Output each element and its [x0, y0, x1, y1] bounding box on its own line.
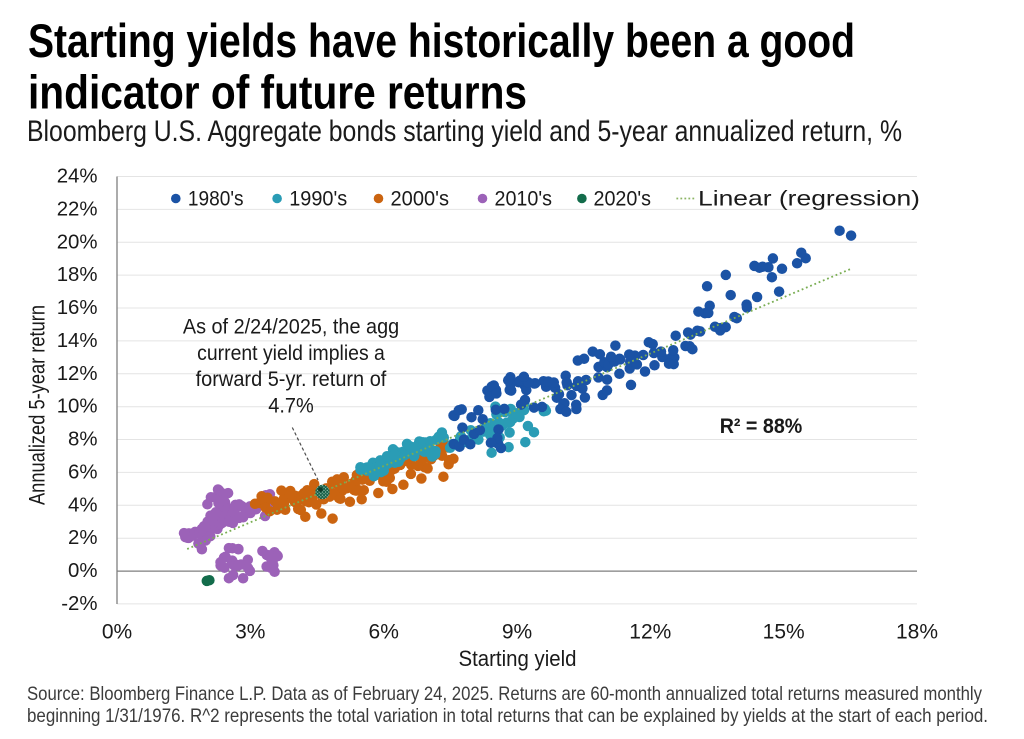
svg-text:9%: 9%: [502, 621, 532, 644]
svg-text:4%: 4%: [68, 494, 97, 516]
svg-text:20%: 20%: [57, 231, 98, 253]
svg-text:As of 2/24/2025, the agg: As of 2/24/2025, the agg: [183, 314, 399, 338]
svg-text:forward 5-yr. return of: forward 5-yr. return of: [196, 367, 387, 391]
svg-text:Bloomberg U.S. Aggregate bonds: Bloomberg U.S. Aggregate bonds starting …: [27, 115, 902, 148]
svg-text:Starting yield: Starting yield: [459, 646, 577, 671]
svg-text:14%: 14%: [57, 330, 98, 352]
svg-text:10%: 10%: [57, 396, 98, 418]
svg-text:indicator of future returns: indicator of future returns: [28, 66, 527, 119]
svg-text:1980's: 1980's: [188, 186, 244, 210]
svg-text:18%: 18%: [896, 621, 938, 644]
svg-text:16%: 16%: [57, 297, 98, 319]
svg-text:22%: 22%: [57, 198, 98, 220]
svg-text:8%: 8%: [68, 429, 97, 451]
svg-text:2000's: 2000's: [391, 186, 450, 210]
svg-text:24%: 24%: [57, 166, 98, 188]
svg-text:12%: 12%: [629, 621, 671, 644]
svg-text:2%: 2%: [68, 527, 97, 549]
svg-text:Starting yields have historica: Starting yields have historically been a…: [28, 14, 855, 67]
svg-text:3%: 3%: [235, 621, 265, 644]
svg-text:12%: 12%: [57, 363, 98, 385]
svg-text:R² = 88%: R² = 88%: [720, 415, 803, 438]
svg-text:6%: 6%: [68, 461, 97, 483]
svg-text:Source: Bloomberg Finance L.P.: Source: Bloomberg Finance L.P. Data as o…: [27, 684, 982, 705]
svg-text:2010's: 2010's: [495, 186, 553, 210]
svg-text:0%: 0%: [102, 621, 132, 644]
svg-text:-2%: -2%: [61, 593, 97, 615]
svg-text:beginning 1/31/1976. R^2 repre: beginning 1/31/1976. R^2 represents the …: [27, 706, 988, 727]
svg-text:18%: 18%: [57, 264, 98, 286]
svg-text:Linear (regression): Linear (regression): [698, 186, 920, 210]
svg-text:4.7%: 4.7%: [268, 394, 314, 418]
svg-text:6%: 6%: [369, 621, 399, 644]
svg-text:Annualized 5-year return: Annualized 5-year return: [25, 305, 50, 505]
svg-text:2020's: 2020's: [594, 186, 652, 210]
svg-text:0%: 0%: [68, 560, 97, 582]
svg-text:1990's: 1990's: [289, 186, 347, 210]
svg-text:current yield implies a: current yield implies a: [197, 341, 385, 365]
svg-text:15%: 15%: [763, 621, 805, 644]
